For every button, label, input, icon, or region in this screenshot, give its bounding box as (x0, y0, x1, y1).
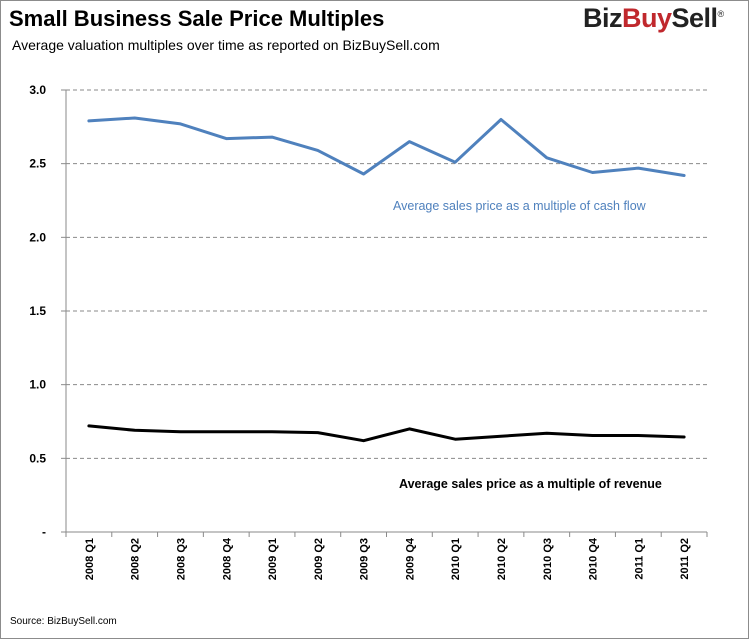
series-label-cash-flow: Average sales price as a multiple of cas… (393, 199, 647, 213)
series-line-cash-flow (87, 116, 686, 177)
x-axis-ticks: 2008 Q1 2008 Q2 2008 Q3 2008 Q4 2009 Q1 2009 … (84, 537, 691, 580)
y-tick-label: 1.0 (29, 378, 46, 392)
y-tick-label: 0.5 (29, 451, 46, 465)
series-labels: Average sales price as a multiple of cas… (393, 199, 662, 491)
y-tick-label: 2.5 (29, 157, 46, 171)
gridlines (66, 89, 707, 459)
y-tick-label: - (42, 525, 46, 539)
y-axis-ticks: - 0.5 1.0 1.5 2.0 2.5 3.0 (29, 83, 46, 539)
x-tick-label: 2009 Q4 (404, 537, 416, 580)
logo-part-buy: Buy (622, 3, 672, 33)
x-tick-label: 2009 Q2 (313, 538, 325, 580)
x-tick-label: 2009 Q1 (267, 538, 279, 580)
axes (61, 89, 708, 537)
series-lines (87, 116, 686, 443)
series-line-revenue (87, 424, 686, 443)
y-tick-label: 1.5 (29, 304, 46, 318)
x-tick-label: 2008 Q2 (130, 538, 142, 580)
logo-registered-mark: ® (717, 9, 725, 19)
x-tick-label: 2010 Q1 (450, 538, 462, 580)
bizbuysell-logo: BizBuySell® (583, 3, 724, 34)
chart-title: Small Business Sale Price Multiples (9, 6, 385, 31)
x-tick-label: 2010 Q2 (496, 538, 508, 580)
x-tick-label: 2008 Q3 (175, 538, 187, 580)
x-tick-label: 2010 Q4 (588, 537, 600, 580)
y-tick-label: 3.0 (29, 83, 46, 97)
x-tick-label: 2011 Q1 (633, 538, 645, 580)
logo-part-sell: Sell (671, 3, 719, 33)
chart-subtitle: Average valuation multiples over time as… (12, 37, 440, 53)
x-tick-label: 2008 Q1 (84, 538, 96, 580)
x-tick-label: 2008 Q4 (221, 537, 233, 580)
logo-part-biz: Biz (583, 3, 623, 33)
x-tick-label: 2010 Q3 (542, 538, 554, 580)
source-note: Source: BizBuySell.com (10, 616, 117, 627)
y-tick-label: 2.0 (29, 230, 46, 244)
x-tick-label: 2011 Q2 (679, 538, 691, 580)
x-tick-label: 2009 Q3 (359, 538, 371, 580)
series-label-revenue: Average sales price as a multiple of rev… (399, 477, 662, 491)
